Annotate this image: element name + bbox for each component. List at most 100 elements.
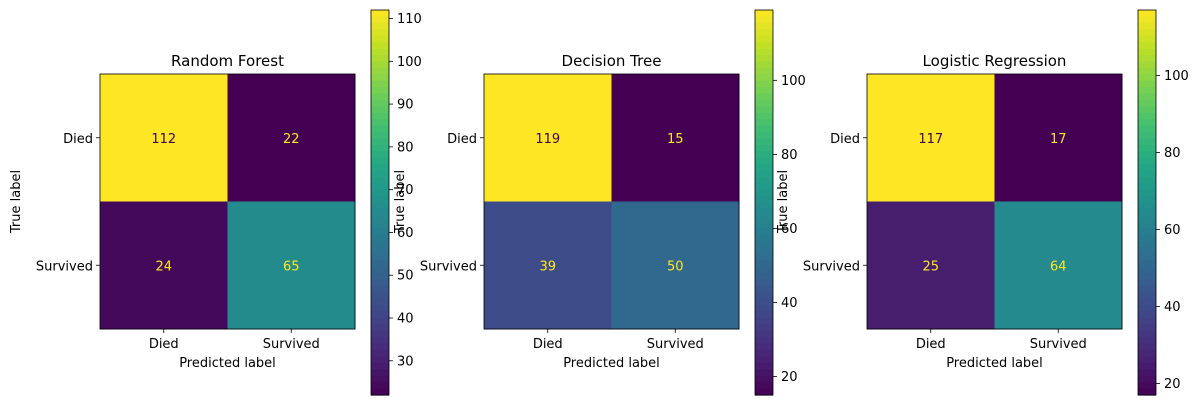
colorbar-segment [1138, 74, 1156, 82]
colorbar-frame [370, 9, 390, 396]
cell-value-label: 15 [667, 132, 684, 147]
heatmap-cell [867, 74, 995, 202]
colorbar-segment [755, 131, 773, 139]
colorbar-segment [755, 375, 773, 383]
cell-value-label: 65 [283, 259, 300, 274]
colorbar-segment [371, 337, 389, 345]
colorbar-segment [1138, 285, 1156, 293]
colorbar-segment [755, 343, 773, 351]
colorbar-tick-label: 50 [397, 269, 414, 284]
colorbar-segment [755, 170, 773, 178]
colorbar-tick-label: 40 [1164, 300, 1181, 315]
colorbar-segment [371, 144, 389, 152]
heatmap-cell [994, 74, 1123, 202]
colorbar-segment [1138, 337, 1156, 345]
colorbar-segment [1138, 48, 1156, 56]
colorbar-segment [755, 74, 773, 82]
colorbar-segment [371, 202, 389, 210]
colorbar-segment [371, 208, 389, 216]
colorbar-segment [1138, 292, 1156, 300]
colorbar-segment [755, 164, 773, 172]
x-tick-label: Died [533, 337, 563, 352]
colorbar-segment [1138, 183, 1156, 191]
cell-value-label: 112 [151, 132, 176, 147]
colorbar-segment [1138, 298, 1156, 306]
colorbar-segment [371, 221, 389, 229]
colorbar-segment [371, 318, 389, 326]
colorbar-segment [755, 176, 773, 184]
colorbar-segment [1138, 157, 1156, 165]
colorbar-tick-label: 110 [397, 12, 422, 27]
colorbar-segment [371, 93, 389, 101]
colorbar-segment [1138, 29, 1156, 37]
plot-frame [483, 73, 740, 330]
x-axis-label: Predicted label [179, 356, 276, 371]
confusion-matrix-panel-1: 112 22 24 65 Died Survived Died Survived Random … [9, 9, 422, 396]
x-tick-label: Survived [263, 337, 320, 352]
colorbar-segment [371, 112, 389, 120]
colorbar-segment [371, 189, 389, 197]
colorbar-segment [1138, 196, 1156, 204]
chart-title: Decision Tree [562, 52, 662, 70]
colorbar-segment [755, 305, 773, 313]
colorbar-segment [755, 196, 773, 204]
colorbar-segment [1138, 369, 1156, 377]
colorbar-segment [371, 388, 389, 396]
y-axis-label: True label [393, 170, 408, 234]
colorbar-segment [1138, 35, 1156, 43]
colorbar-segment [755, 10, 773, 18]
colorbar-segment [371, 22, 389, 30]
colorbar-segment [755, 228, 773, 236]
colorbar-segment [1138, 42, 1156, 50]
cell-value-label: 22 [283, 132, 300, 147]
x-tick-label: Died [916, 337, 946, 352]
colorbar-segment [1138, 22, 1156, 30]
colorbar-segment [1138, 266, 1156, 274]
colorbar-segment [755, 16, 773, 24]
colorbar-segment [371, 35, 389, 43]
y-tick-label: Died [63, 132, 93, 147]
colorbar-tick-label: 80 [397, 140, 414, 155]
y-tick-label: Survived [420, 259, 477, 274]
colorbar-segment [755, 298, 773, 306]
colorbar-segment [1138, 164, 1156, 172]
colorbar-segment [755, 144, 773, 152]
colorbar-segment [1138, 247, 1156, 255]
colorbar-segment [755, 87, 773, 95]
colorbar-segment [371, 266, 389, 274]
chart-title: Random Forest [171, 52, 284, 70]
colorbar-segment [1138, 189, 1156, 197]
colorbar-segment [371, 74, 389, 82]
colorbar-segment [755, 61, 773, 69]
colorbar-segment [371, 125, 389, 133]
colorbar-segment [755, 189, 773, 197]
colorbar-segment [371, 176, 389, 184]
colorbar-segment [1138, 119, 1156, 127]
colorbar-segment [755, 234, 773, 242]
colorbar-segment [371, 273, 389, 281]
colorbar-segment [755, 253, 773, 261]
colorbar-segment [371, 228, 389, 236]
colorbar-segment [755, 22, 773, 30]
colorbar-segment [1138, 318, 1156, 326]
colorbar-segment [371, 279, 389, 287]
colorbar-segment [371, 292, 389, 300]
colorbar-tick-label: 60 [1164, 223, 1181, 238]
colorbar-segment [371, 138, 389, 146]
colorbar-segment [755, 285, 773, 293]
plot-frame [866, 73, 1123, 330]
colorbar-segment [371, 234, 389, 242]
colorbar-segment [755, 279, 773, 287]
colorbar-segment [1138, 170, 1156, 178]
colorbar-segment [755, 350, 773, 358]
colorbar-segment [755, 29, 773, 37]
x-tick-label: Survived [1030, 337, 1087, 352]
colorbar-tick-label: 30 [397, 354, 414, 369]
colorbar-segment [371, 382, 389, 390]
y-tick-label: Survived [36, 259, 93, 274]
colorbar-segment [371, 305, 389, 313]
colorbar-segment [371, 67, 389, 75]
cell-value-label: 64 [1050, 259, 1067, 274]
